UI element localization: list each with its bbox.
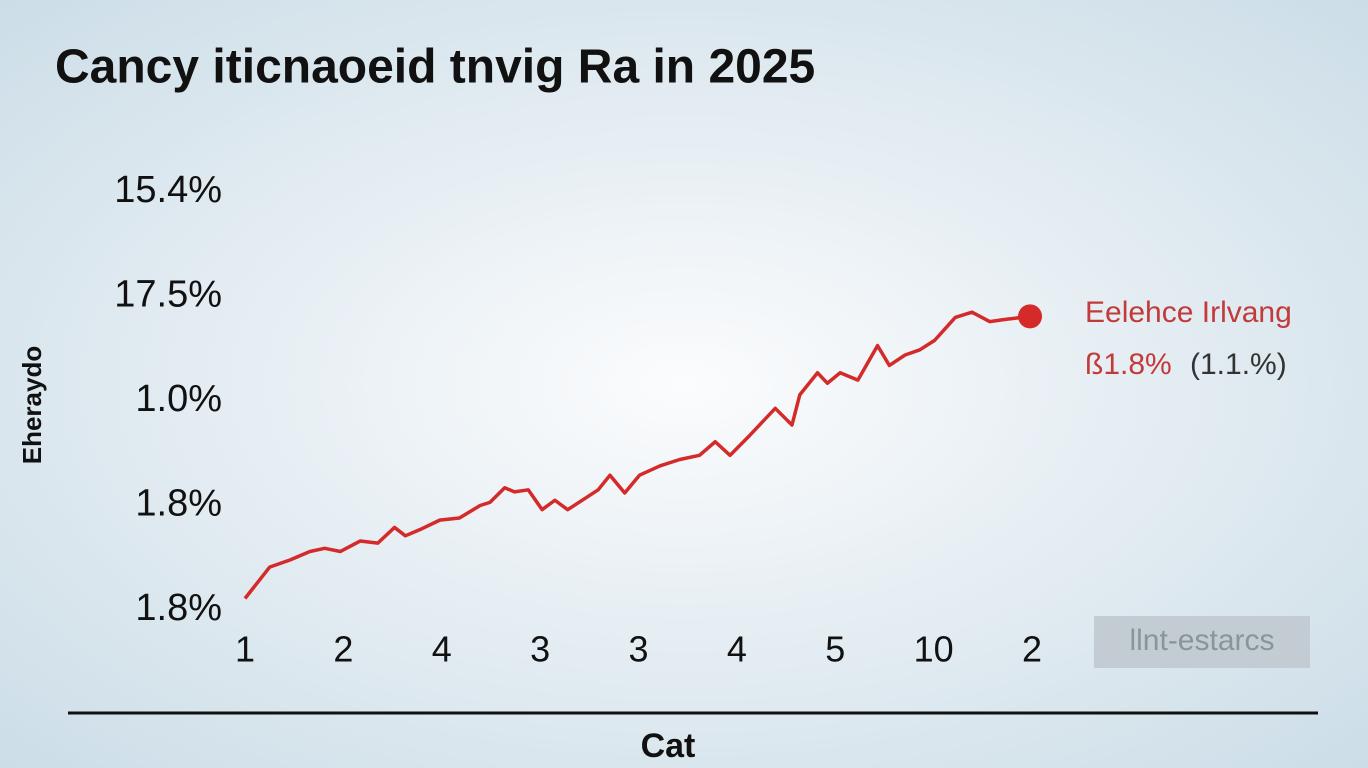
annotation: (1.1.%) xyxy=(1190,348,1287,381)
x-tick-label: 3 xyxy=(530,629,550,670)
y-tick-label: 1.8% xyxy=(135,483,222,525)
x-tick-label: 5 xyxy=(825,629,845,670)
y-tick-label: 17.5% xyxy=(114,274,222,316)
line xyxy=(243,310,1031,600)
y-tick-label: 1.8% xyxy=(135,587,222,629)
x-tick-label: 3 xyxy=(628,629,648,670)
chart-title: Cancy iticnaoeid tnvig Ra in 2025 xyxy=(55,41,815,94)
x-tick-label: 2 xyxy=(333,629,353,670)
x-axis-label: Cat xyxy=(641,727,696,765)
legend-entry: llnt-estarcs xyxy=(1129,624,1274,657)
x-tick-label: 1 xyxy=(235,629,255,670)
y-tick-label: 1.0% xyxy=(135,378,222,420)
x-tick-label: 10 xyxy=(914,629,954,670)
x-tick-label: 2 xyxy=(1022,629,1042,670)
end-point xyxy=(1018,304,1043,329)
legend-box xyxy=(1094,616,1310,668)
x-tick-label: 4 xyxy=(432,629,452,670)
y-tick-label: 15.4% xyxy=(114,169,222,211)
y-axis-label: Eherаydo xyxy=(17,346,47,465)
annotation: ß1.8% xyxy=(1085,348,1172,381)
annotation: Eelehce Irlvang xyxy=(1085,296,1292,329)
x-tick-label: 4 xyxy=(727,629,747,670)
